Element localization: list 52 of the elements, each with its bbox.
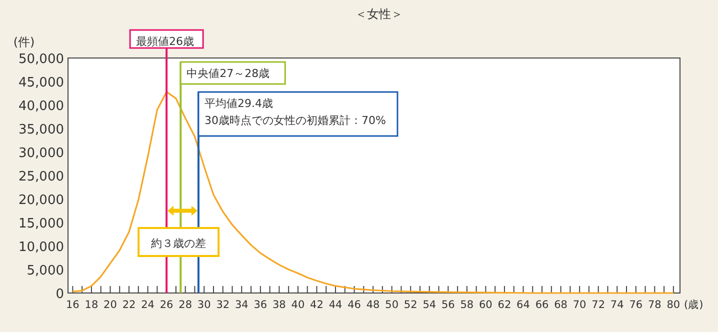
y-tick-label: 20,000 bbox=[18, 193, 64, 208]
line-series bbox=[72, 91, 674, 294]
x-tick-label: 50 bbox=[385, 299, 399, 311]
x-tick-label: 80 bbox=[666, 299, 680, 311]
x-tick-label: 48 bbox=[366, 299, 380, 311]
x-tick-label: 42 bbox=[310, 299, 324, 311]
y-tick-label: 30,000 bbox=[18, 146, 64, 161]
y-tick-label: 45,000 bbox=[18, 76, 64, 90]
y-tick-label: 40,000 bbox=[18, 99, 64, 114]
x-axis-title: (歳) bbox=[684, 298, 704, 311]
x-tick-label: 64 bbox=[516, 299, 530, 311]
x-tick-label: 40 bbox=[291, 299, 305, 311]
x-tick-label: 66 bbox=[535, 299, 550, 311]
ref-line-label: 中央値27～28歳 bbox=[186, 67, 270, 80]
x-tick-label: 60 bbox=[479, 299, 492, 311]
x-tick-label: 34 bbox=[234, 299, 249, 311]
x-tick-label: 30 bbox=[197, 299, 211, 311]
x-tick-label: 22 bbox=[122, 299, 136, 311]
y-tick-label: 0 bbox=[56, 287, 64, 302]
x-tick-label: 58 bbox=[460, 299, 474, 311]
x-tick-label: 56 bbox=[441, 299, 456, 311]
annotation: 約３歳の差 bbox=[151, 237, 206, 250]
chart-title: ＜女性＞ bbox=[355, 7, 403, 21]
x-tick-label: 54 bbox=[422, 299, 436, 311]
y-axis-title: (件) bbox=[13, 35, 35, 49]
x-tick-label: 70 bbox=[572, 299, 586, 311]
x-tick-label: 38 bbox=[272, 299, 286, 311]
y-tick-label: 5,000 bbox=[26, 264, 64, 278]
x-tick-label: 62 bbox=[498, 299, 512, 311]
x-tick-label: 46 bbox=[348, 299, 362, 311]
x-tick-label: 76 bbox=[629, 299, 643, 311]
x-tick-label: 16 bbox=[66, 299, 80, 311]
x-tick-label: 36 bbox=[254, 299, 268, 311]
y-tick-label: 15,000 bbox=[18, 216, 64, 232]
y-tick-label: 25,000 bbox=[18, 170, 64, 184]
x-tick-label: 28 bbox=[178, 299, 192, 311]
x-tick-label: 68 bbox=[554, 299, 568, 311]
x-tick-label: 74 bbox=[610, 299, 624, 311]
ref-line-label: 平均値29.4歳 30歳時点での女性の初婚累計：70% bbox=[204, 97, 386, 127]
x-tick-label: 26 bbox=[160, 299, 174, 311]
x-tick-label: 32 bbox=[216, 299, 230, 311]
y-tick-label: 35,000 bbox=[18, 122, 64, 138]
ref-line-label: 最頻値26歳 bbox=[136, 35, 194, 48]
x-tick-label: 18 bbox=[84, 299, 98, 311]
x-tick-label: 52 bbox=[404, 299, 418, 311]
x-tick-label: 24 bbox=[141, 299, 155, 311]
x-tick-label: 78 bbox=[648, 299, 662, 311]
y-tick-label: 50,000 bbox=[18, 52, 64, 67]
x-tick-label: 72 bbox=[592, 299, 606, 311]
y-tick-label: 10,000 bbox=[18, 240, 64, 255]
x-tick-label: 20 bbox=[104, 299, 117, 311]
x-tick-label: 44 bbox=[328, 299, 343, 311]
